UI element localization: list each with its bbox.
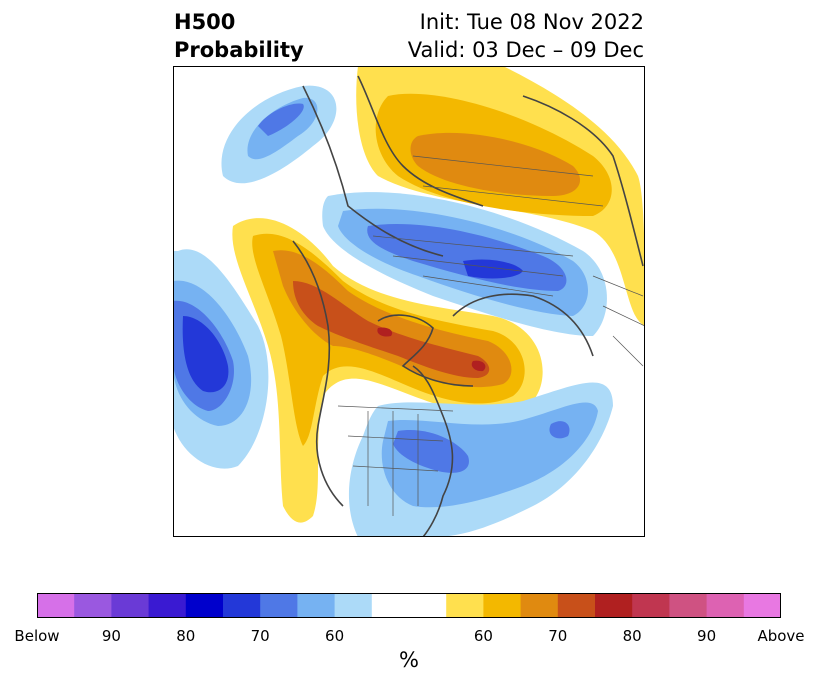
colorbar bbox=[37, 593, 781, 618]
colorbar-swatch bbox=[669, 593, 707, 618]
colorbar-swatch bbox=[111, 593, 149, 618]
map-title-left: H500 Probability bbox=[174, 8, 304, 64]
colorbar-tick-label: 60 bbox=[474, 627, 493, 645]
colorbar-swatch bbox=[223, 593, 261, 618]
colorbar-swatch bbox=[558, 593, 596, 618]
product-label: Probability bbox=[174, 36, 304, 64]
colorbar-swatch bbox=[335, 593, 373, 618]
colorbar-tick-label: 90 bbox=[697, 627, 716, 645]
colorbar-swatch bbox=[37, 593, 75, 618]
colorbar-tick-label: 70 bbox=[548, 627, 567, 645]
contour-below-80 bbox=[549, 421, 569, 438]
colorbar-swatch bbox=[632, 593, 670, 618]
colorbar-swatch bbox=[297, 593, 335, 618]
variable-label: H500 bbox=[174, 8, 304, 36]
probability-map bbox=[173, 66, 645, 537]
colorbar-swatch bbox=[149, 593, 187, 618]
colorbar-swatch bbox=[707, 593, 745, 618]
map-svg bbox=[173, 66, 645, 537]
colorbar-swatch bbox=[186, 593, 224, 618]
colorbar-swatch bbox=[521, 593, 559, 618]
colorbar-tick-label: 80 bbox=[623, 627, 642, 645]
colorbar-swatch bbox=[260, 593, 298, 618]
colorbar-swatch bbox=[483, 593, 521, 618]
colorbar-swatch bbox=[446, 593, 484, 618]
colorbar-tick-label: Above bbox=[757, 627, 804, 645]
colorbar-tick-label: 80 bbox=[176, 627, 195, 645]
colorbar-svg bbox=[37, 593, 781, 618]
colorbar-swatch bbox=[744, 593, 781, 618]
colorbar-tick-label: 70 bbox=[251, 627, 270, 645]
colorbar-swatch bbox=[595, 593, 633, 618]
init-date-label: Init: Tue 08 Nov 2022 bbox=[408, 8, 644, 36]
colorbar-tick-label: 90 bbox=[102, 627, 121, 645]
colorbar-swatch bbox=[74, 593, 112, 618]
valid-range-label: Valid: 03 Dec – 09 Dec bbox=[408, 36, 644, 64]
colorbar-swatch bbox=[372, 593, 447, 618]
colorbar-tick-label: 60 bbox=[325, 627, 344, 645]
map-title-right: Init: Tue 08 Nov 2022 Valid: 03 Dec – 09… bbox=[408, 8, 644, 64]
colorbar-tick-label: Below bbox=[14, 627, 59, 645]
colorbar-unit: % bbox=[399, 648, 419, 672]
